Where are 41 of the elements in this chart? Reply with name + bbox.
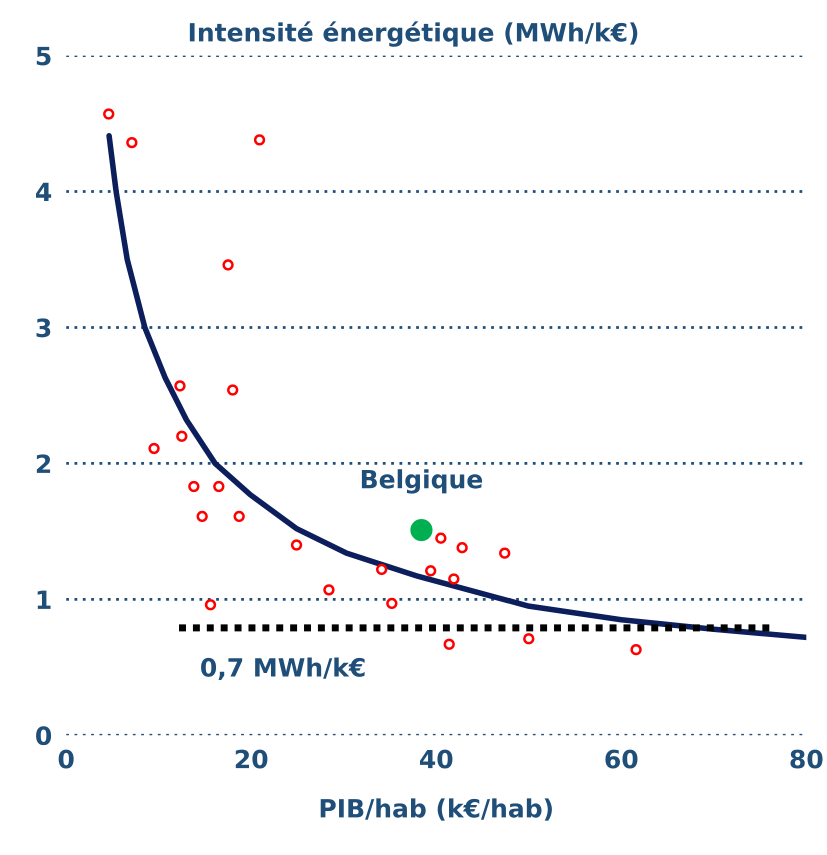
- y-tick-label: 3: [36, 318, 50, 338]
- point: [188, 480, 200, 492]
- point: [126, 136, 138, 148]
- point: [290, 539, 302, 551]
- point: [323, 584, 335, 596]
- point: [234, 510, 245, 522]
- point: [176, 430, 188, 442]
- point: [174, 380, 186, 392]
- y-tick-label: 2: [36, 454, 50, 473]
- point: [499, 547, 510, 559]
- annotation: Belgique: [362, 469, 482, 494]
- x-axis-title: PIB/hab (k€/hab): [320, 798, 552, 821]
- point: [103, 108, 114, 120]
- point: [435, 532, 447, 544]
- y-tick-label: 4: [36, 182, 52, 202]
- x-tick-label: 40: [420, 750, 452, 769]
- annotation: 0,7 MWh/k€: [201, 657, 365, 680]
- y-tick-label: 0: [36, 726, 52, 746]
- point: [376, 564, 388, 576]
- point: [630, 644, 642, 656]
- point: [456, 542, 468, 554]
- y-tick-label: 5: [36, 46, 51, 66]
- point: [444, 638, 455, 650]
- point: [204, 599, 216, 610]
- x-tick-label: 60: [605, 750, 638, 769]
- y-axis-title: Intensité énergétique (MWh/k€): [190, 21, 638, 47]
- x-tick-label: 20: [236, 750, 268, 769]
- point: [222, 259, 234, 271]
- y-tick-label: 1: [38, 590, 51, 609]
- point: [410, 518, 433, 542]
- point: [448, 573, 460, 585]
- point: [425, 565, 436, 576]
- point: [148, 442, 160, 454]
- point: [523, 633, 534, 644]
- point: [227, 384, 238, 396]
- x-tick-label: 80: [790, 750, 823, 769]
- point: [386, 598, 398, 610]
- point: [254, 134, 266, 146]
- x-tick-label: 0: [58, 750, 74, 769]
- point: [196, 510, 208, 522]
- point: [213, 480, 224, 492]
